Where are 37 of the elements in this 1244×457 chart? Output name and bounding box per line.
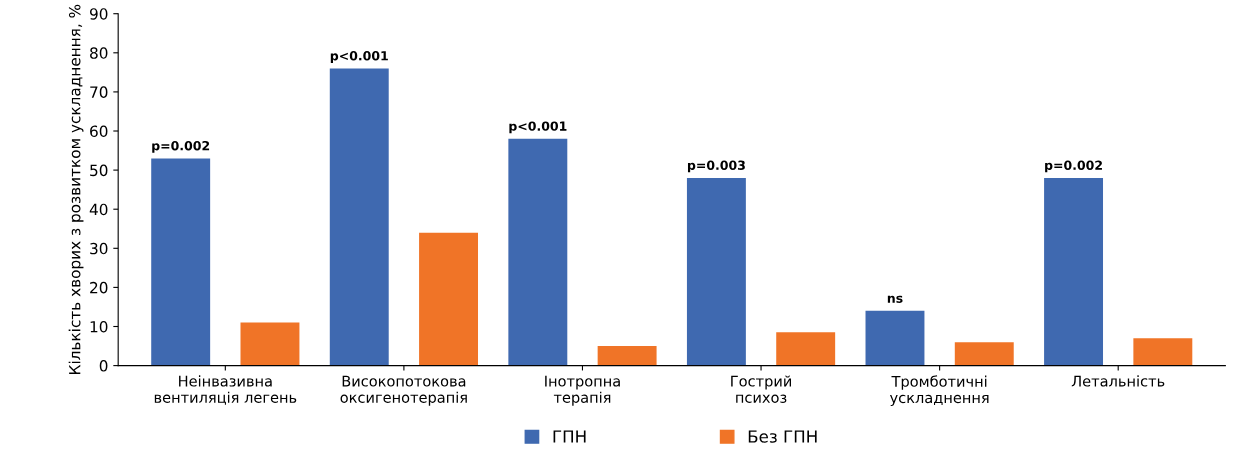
bar (240, 322, 300, 366)
x-tick-label: Інотропна терапія (545, 375, 620, 406)
x-tick-label: Гострий психоз (731, 375, 791, 403)
annotation: p<0.001 (509, 121, 567, 134)
y-tick-label: 20 (90, 281, 108, 294)
bar (954, 342, 1014, 366)
y-tick-label: 40 (89, 203, 108, 216)
y-tick-label: 0 (99, 360, 108, 372)
y-tick-label: 10 (90, 320, 108, 333)
annotation: p=0.002 (152, 140, 210, 153)
annotation: p=0.003 (687, 160, 745, 173)
x-tick-label: Тромботичні ускладнення (889, 375, 989, 407)
y-tick-label: 90 (89, 8, 108, 20)
y-tick-label: 80 (90, 47, 108, 59)
y-tick-label: 60 (90, 125, 108, 138)
bar (776, 332, 836, 366)
y-tick-label: 50 (90, 164, 108, 177)
bar (151, 158, 211, 366)
legend-label: Без ГПН (748, 430, 817, 443)
legend-label: ГПН (553, 430, 586, 443)
y-tick-label: 70 (90, 86, 108, 98)
bar (865, 310, 925, 366)
x-tick-label: Високопотокова оксигенотерапія (340, 375, 467, 406)
annotation: p=0.002 (1045, 160, 1102, 173)
x-tick-label: Неінвазивна вентиляція легень (154, 375, 297, 405)
bar (419, 232, 479, 366)
bar (597, 346, 657, 366)
y-tick-label: 30 (90, 242, 108, 255)
bar (329, 68, 389, 366)
annotation: ns (887, 295, 903, 303)
bar (1133, 338, 1193, 366)
annotation: p<0.001 (330, 51, 388, 63)
bar (686, 177, 746, 366)
x-tick-label: Летальність (1071, 375, 1165, 387)
bar (508, 138, 568, 366)
bar (1044, 177, 1104, 366)
y-axis-title: Кількість хворих з розвитком ускладнення, % (68, 4, 84, 374)
